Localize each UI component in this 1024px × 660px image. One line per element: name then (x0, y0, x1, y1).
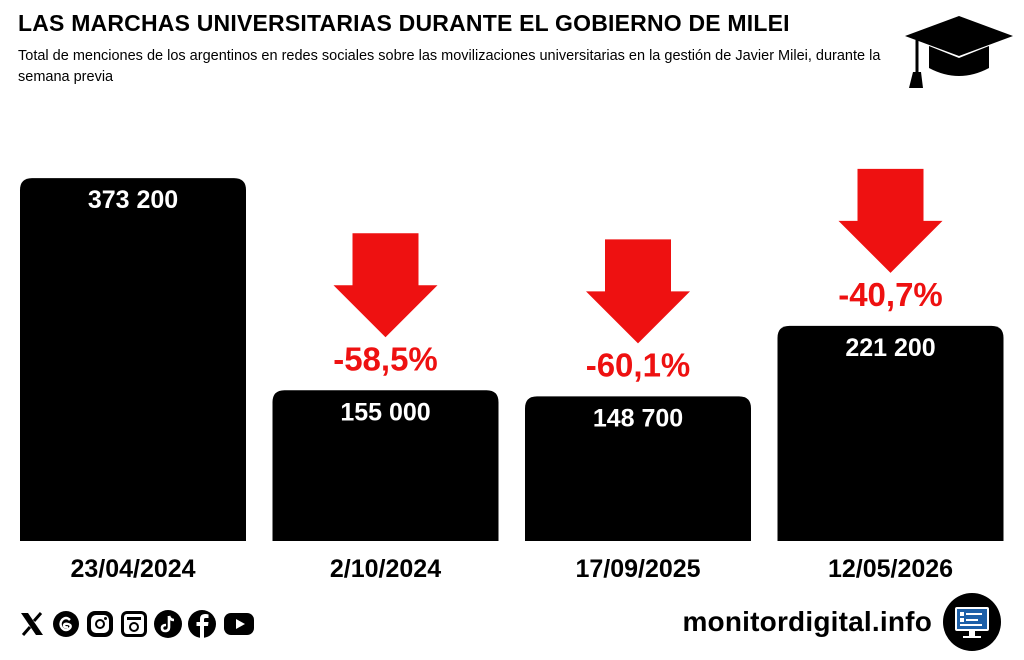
youtube-icon[interactable] (220, 608, 258, 640)
tiktok-icon[interactable] (152, 608, 184, 640)
category-label: 17/09/2025 (575, 555, 700, 583)
threads-icon[interactable] (50, 608, 82, 640)
change-percent-label: -58,5% (333, 340, 438, 377)
down-arrow-icon (333, 233, 438, 338)
change-percent-label: -40,7% (838, 276, 943, 313)
monitor-icon (943, 593, 1001, 651)
category-label: 2/10/2024 (330, 555, 441, 583)
bar-value-label: 221 200 (845, 334, 935, 362)
bar (272, 390, 499, 541)
bar (525, 396, 751, 541)
category-label: 12/05/2026 (828, 555, 953, 583)
instagram-icon[interactable] (84, 608, 116, 640)
page-title: LAS MARCHAS UNIVERSITARIAS DURANTE EL GO… (18, 10, 790, 36)
bar-chart: 373 200 23/04/2024 155 000 2/10/2024 -58,5% 1… (20, 168, 1004, 583)
category-label: 23/04/2024 (70, 555, 195, 583)
bar (20, 178, 246, 542)
social-links (16, 608, 258, 640)
down-arrow-icon (586, 239, 690, 344)
bar-value-label: 155 000 (340, 398, 430, 426)
bar-value-label: 373 200 (88, 186, 178, 214)
bar-value-label: 148 700 (593, 404, 683, 432)
site-name[interactable]: monitordigital.info (682, 606, 932, 637)
facebook-icon[interactable] (186, 608, 218, 640)
change-percent-label: -60,1% (586, 346, 691, 383)
bar (777, 325, 1004, 541)
graduation-cap-icon (905, 16, 1013, 88)
x-icon[interactable] (16, 608, 48, 640)
newspaper-icon[interactable] (118, 608, 150, 640)
down-arrow-icon (838, 168, 943, 273)
page-subtitle: Total de menciones de los argentinos en … (18, 48, 881, 85)
